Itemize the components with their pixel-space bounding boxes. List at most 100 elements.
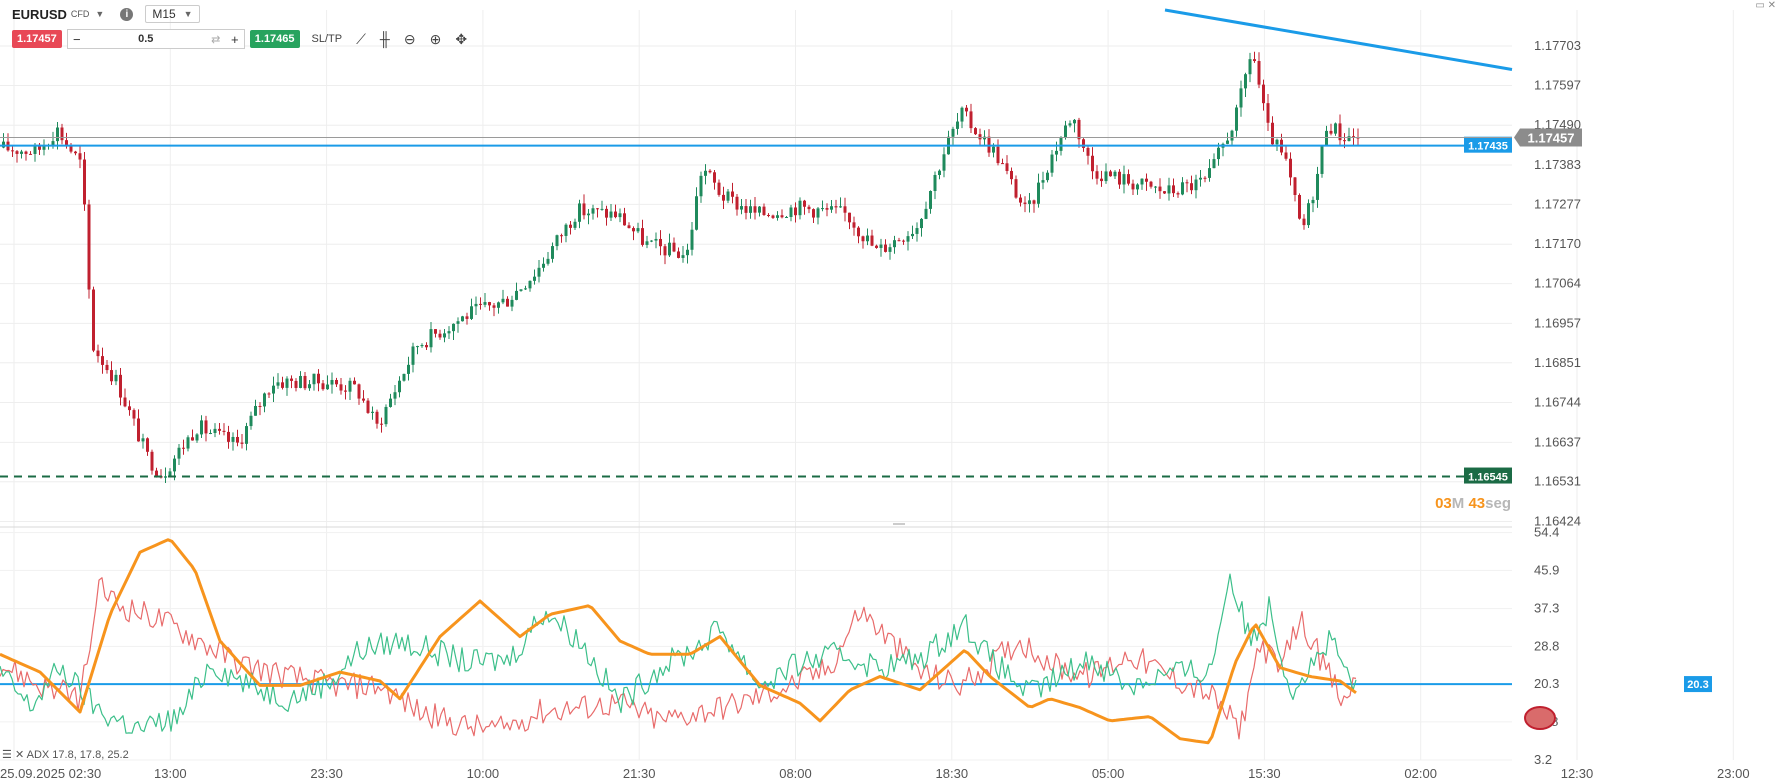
x-tick-label: 05:00 (1092, 766, 1125, 781)
series-line-adx (0, 538, 1357, 745)
candle-body (794, 207, 797, 216)
close-icon[interactable]: ✕ (1767, 0, 1776, 11)
candle-body (528, 280, 532, 289)
candle-body (1046, 172, 1049, 181)
candle-body (1163, 191, 1166, 194)
indicator-y-tick-label: 20.3 (1534, 676, 1559, 691)
price-line-tag (1464, 136, 1512, 153)
candle-body (933, 175, 937, 191)
candle-body (1302, 218, 1306, 226)
x-tick-label: 10:00 (467, 766, 500, 781)
info-icon[interactable]: i (120, 7, 134, 21)
candle-body (474, 303, 478, 307)
sltp-button[interactable]: SL/TP (311, 33, 343, 45)
candle-body (87, 204, 91, 290)
quantity-stepper: − 0.5 ⇄ + (66, 29, 245, 49)
candle-body (816, 208, 820, 218)
candle-body (123, 397, 127, 407)
sell-button[interactable]: 1.17457 (12, 30, 62, 48)
line-chart-icon[interactable]: ⟋ (356, 31, 366, 47)
candle-body (884, 244, 887, 252)
candle-countdown: 03M 43seg (1435, 495, 1511, 512)
candle-body (290, 378, 293, 381)
candle-body (317, 373, 320, 384)
move-icon[interactable]: ✥ (455, 31, 468, 47)
candle-body (1253, 59, 1256, 62)
candle-body (398, 380, 401, 393)
candle-body (222, 430, 226, 432)
increase-button[interactable]: + (230, 31, 239, 47)
candle-body (726, 191, 730, 201)
candle-body (249, 415, 253, 427)
candle-body (1226, 140, 1229, 144)
candle-body (920, 218, 923, 229)
candle-body (263, 393, 266, 407)
candle-body (1145, 178, 1148, 182)
candle-body (177, 447, 181, 459)
candle-body (690, 229, 694, 250)
candle-body (1347, 136, 1351, 142)
candle-body (173, 458, 176, 472)
candle-body (587, 213, 590, 216)
candle-body (380, 423, 383, 425)
candle-body (191, 437, 194, 441)
candle-body (1023, 202, 1027, 204)
candle-body (1235, 107, 1238, 131)
zoom-in-icon[interactable]: ⊕ (429, 31, 442, 47)
zoom-out-icon[interactable]: ⊖ (403, 31, 416, 47)
settings-icon[interactable]: ☰ (2, 749, 12, 761)
candle-body (861, 236, 865, 242)
candle-body (218, 428, 221, 431)
swap-icon[interactable]: ⇄ (211, 33, 221, 46)
candle-body (393, 392, 397, 399)
candle-body (740, 206, 743, 210)
candle-body (1194, 179, 1198, 191)
candle-body (1118, 171, 1121, 185)
symbol-name[interactable]: EURUSD (12, 6, 67, 22)
candle-body (1257, 61, 1261, 85)
candle-body (1091, 155, 1094, 172)
candle-body (695, 196, 698, 230)
x-tick-label: 18:30 (936, 766, 969, 781)
quantity-input[interactable]: 0.5 (138, 33, 154, 45)
price-line-label: 1.17435 (1468, 141, 1508, 153)
candle-body (1140, 178, 1144, 185)
timeframe-select[interactable]: M15 ▼ (145, 5, 200, 23)
decrease-button[interactable]: − (72, 31, 81, 47)
candle-body (717, 182, 721, 195)
candle-body (1316, 173, 1319, 200)
countdown-minutes: 03 (1435, 495, 1452, 512)
instrument-type: CFD (70, 9, 90, 19)
candle-body (699, 175, 703, 197)
candle-body (1248, 59, 1252, 75)
candle-body (1266, 103, 1270, 123)
candle-body (24, 151, 28, 154)
candle-body (299, 375, 302, 388)
candle-body (956, 121, 959, 129)
remove-indicator-icon[interactable]: ✕ (14, 749, 25, 761)
candle-body (146, 438, 149, 452)
candle-body (510, 299, 514, 307)
x-tick-label: 23:30 (310, 766, 343, 781)
candle-body (1239, 88, 1243, 108)
candle-body (596, 208, 599, 210)
candle-body (1109, 171, 1112, 177)
candlestick-icon[interactable]: ╫ (379, 31, 390, 47)
candle-body (182, 447, 185, 449)
candle-body (330, 379, 334, 385)
chart-toolbar: EURUSD CFD ▼ i M15 ▼ 1.17457 − 0.5 ⇄ + 1… (0, 0, 560, 54)
candle-body (389, 398, 392, 407)
minimize-icon[interactable]: ▭ (1755, 0, 1765, 11)
grid (0, 10, 1734, 761)
y-tick-label: 1.17170 (1534, 236, 1581, 251)
y-tick-label: 1.16637 (1534, 434, 1581, 449)
candle-body (51, 141, 55, 146)
symbol-dropdown-icon[interactable]: ▼ (95, 9, 105, 19)
candle-body (83, 159, 86, 205)
candle-body (767, 214, 770, 216)
candle-body (627, 225, 631, 229)
candle-body (11, 150, 14, 152)
candle-body (267, 393, 271, 395)
buy-button[interactable]: 1.17465 (249, 30, 300, 48)
